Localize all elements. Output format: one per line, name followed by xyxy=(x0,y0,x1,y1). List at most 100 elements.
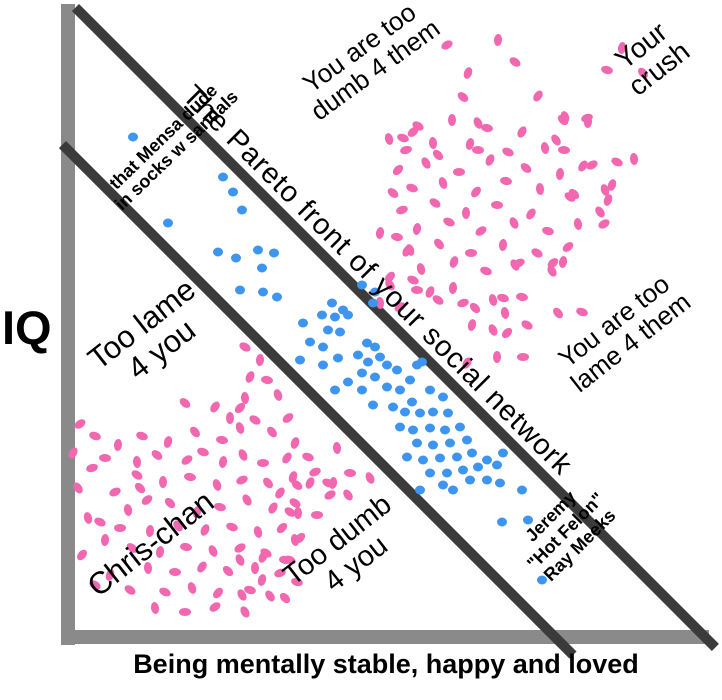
scatter-dot xyxy=(162,435,174,449)
scatter-dot xyxy=(159,476,167,488)
scatter-dot xyxy=(440,425,450,435)
scatter-dot xyxy=(573,217,583,231)
scatter-dot xyxy=(252,525,264,539)
scatter-dot xyxy=(441,215,457,229)
scatter-dot xyxy=(499,176,513,186)
scatter-dot xyxy=(330,312,340,322)
scatter-dot xyxy=(465,249,477,257)
scatter-dot xyxy=(482,455,492,465)
scatter-dot xyxy=(107,485,123,499)
scatter-dot xyxy=(318,360,328,370)
scatter-dot xyxy=(368,298,378,308)
scatter-dot xyxy=(417,357,427,367)
scatter-dot xyxy=(370,372,380,382)
scatter-dot xyxy=(448,254,460,270)
scatter-dot xyxy=(375,352,385,362)
scatter-dot xyxy=(390,162,406,178)
scatter-dot xyxy=(428,407,438,417)
scatter-dot xyxy=(465,475,475,485)
scatter-dot xyxy=(462,65,474,81)
scatter-dot xyxy=(280,411,296,425)
scatter-dot xyxy=(483,152,497,168)
scatter-dot xyxy=(473,224,489,238)
scatter-dot xyxy=(515,124,529,140)
scatter-dot xyxy=(257,263,267,273)
scatter-dot xyxy=(243,369,257,385)
scatter-dot xyxy=(274,520,290,536)
scatter-dot xyxy=(392,365,402,375)
scatter-dot xyxy=(385,186,401,200)
scatter-dot xyxy=(428,136,438,150)
scatter-dot xyxy=(493,33,503,47)
scatter-dot xyxy=(318,342,328,352)
scatter-dot xyxy=(442,468,452,478)
scatter-dot xyxy=(560,240,576,254)
scatter-dot xyxy=(541,225,555,237)
scatter-dot xyxy=(357,368,367,378)
scatter-dot xyxy=(100,533,110,547)
scatter-dot xyxy=(183,472,197,482)
scatter-dot xyxy=(490,200,504,210)
scatter-dot xyxy=(540,141,550,155)
scatter-dot xyxy=(207,600,223,614)
scatter-dot xyxy=(518,161,534,175)
scatter-dot xyxy=(557,145,571,155)
scatter-dot xyxy=(123,503,133,517)
scatter-dot xyxy=(323,325,333,335)
scatter-dot xyxy=(341,487,355,503)
scatter-dot xyxy=(453,168,465,176)
scatter-dot xyxy=(486,322,500,338)
scatter-dot xyxy=(482,475,492,485)
scatter-dot xyxy=(228,187,238,197)
scatter-dot xyxy=(333,353,343,363)
scatter-dot xyxy=(237,340,253,354)
scatter-dot xyxy=(507,215,521,231)
scatter-dot xyxy=(303,475,317,491)
scatter-dot xyxy=(395,422,405,432)
scatter-dot xyxy=(529,246,545,260)
scatter-dot xyxy=(478,265,494,277)
scatter-dot xyxy=(496,292,510,304)
scatter-dot xyxy=(257,459,269,467)
scatter-dot xyxy=(399,144,413,156)
scatter-dot xyxy=(208,399,222,415)
scatter-dot xyxy=(195,559,209,575)
scatter-dot xyxy=(72,417,88,431)
scatter-dot xyxy=(335,327,345,337)
scatter-dot xyxy=(163,218,173,228)
scatter-dot xyxy=(149,448,165,462)
scatter-dot xyxy=(343,310,353,320)
scatter-dot xyxy=(247,413,263,427)
scatter-dot xyxy=(412,222,422,236)
scatter-dot xyxy=(188,424,202,440)
scatter-dot xyxy=(300,451,316,463)
scatter-dot xyxy=(418,455,428,465)
scatter-dot xyxy=(394,204,410,216)
scatter-dot xyxy=(400,407,410,417)
scatter-dot xyxy=(357,385,367,395)
scatter-dot xyxy=(507,55,523,69)
scatter-dot xyxy=(448,114,456,126)
y-axis-title: IQ xyxy=(2,301,52,354)
scatter-dot xyxy=(388,402,398,412)
scatter-dot xyxy=(382,360,392,370)
scatter-dot xyxy=(430,147,446,163)
scatter-dot xyxy=(439,38,455,52)
scatter-dot xyxy=(493,351,501,363)
scatter-dot xyxy=(240,492,254,508)
scatter-dot xyxy=(500,306,510,320)
scatter-dot xyxy=(128,132,138,142)
scatter-dot xyxy=(415,485,425,495)
scatter-dot xyxy=(458,465,468,475)
scatter-dot xyxy=(234,473,250,487)
scatter-dot xyxy=(412,360,422,370)
scatter-dot xyxy=(480,123,494,133)
scatter-dot xyxy=(231,253,241,263)
scatter-dot xyxy=(260,375,274,385)
scatter-dot xyxy=(462,207,470,219)
scatter-dot xyxy=(495,478,505,488)
scatter-dot xyxy=(382,382,392,392)
scatter-dot xyxy=(75,547,89,563)
scatter-dot xyxy=(574,306,590,318)
